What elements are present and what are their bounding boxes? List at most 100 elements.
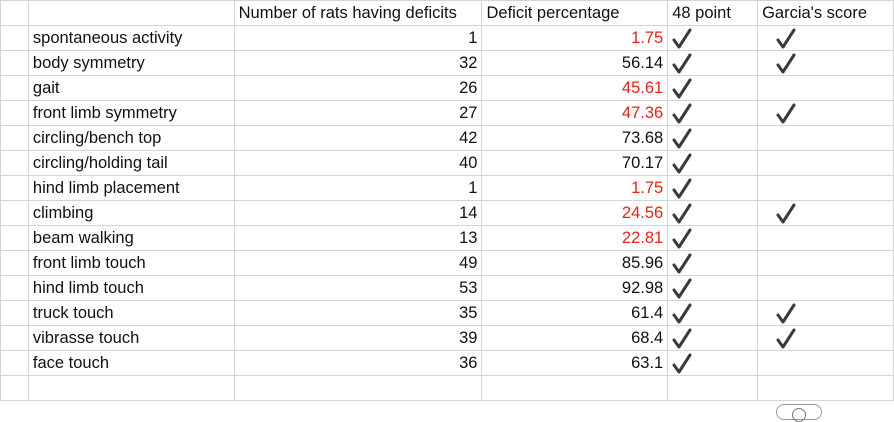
- empty-cell[interactable]: [667, 375, 759, 401]
- test-name-cell[interactable]: front limb symmetry: [27, 100, 235, 126]
- row-margin-cell[interactable]: [0, 300, 29, 326]
- row-margin-cell[interactable]: [0, 175, 29, 201]
- deficit-percentage-cell[interactable]: 61.4: [481, 300, 669, 326]
- deficit-percentage-cell[interactable]: 47.36: [481, 100, 669, 126]
- deficit-percentage-cell[interactable]: 68.4: [481, 325, 669, 351]
- 48-point-cell[interactable]: [667, 250, 759, 276]
- 48-point-cell[interactable]: [667, 300, 759, 326]
- rats-count-cell[interactable]: 53: [233, 275, 483, 301]
- 48-point-cell[interactable]: [667, 100, 759, 126]
- test-name-cell[interactable]: vibrasse touch: [27, 325, 235, 351]
- deficit-percentage-cell[interactable]: 56.14: [481, 50, 669, 76]
- test-name-cell[interactable]: body symmetry: [27, 50, 235, 76]
- garcia-score-cell[interactable]: [757, 250, 894, 276]
- deficit-percentage-cell[interactable]: 85.96: [481, 250, 669, 276]
- garcia-score-cell[interactable]: [757, 275, 894, 301]
- deficit-percentage-cell[interactable]: 1.75: [481, 25, 669, 51]
- rats-count-cell[interactable]: 42: [233, 125, 483, 151]
- test-name-cell[interactable]: circling/holding tail: [27, 150, 235, 176]
- garcia-score-cell[interactable]: [757, 325, 894, 351]
- empty-cell[interactable]: [27, 375, 235, 401]
- empty-cell[interactable]: [757, 375, 894, 401]
- rats-count-cell[interactable]: 36: [233, 350, 483, 376]
- row-margin-cell[interactable]: [0, 50, 29, 76]
- garcia-score-cell[interactable]: [757, 300, 894, 326]
- 48-point-cell[interactable]: [667, 275, 759, 301]
- test-name-cell[interactable]: beam walking: [27, 225, 235, 251]
- corner-cell[interactable]: [0, 0, 29, 26]
- 48-point-cell[interactable]: [667, 350, 759, 376]
- 48-point-cell[interactable]: [667, 175, 759, 201]
- test-name-cell[interactable]: hind limb placement: [27, 175, 235, 201]
- garcia-score-cell[interactable]: [757, 175, 894, 201]
- test-name-cell[interactable]: gait: [27, 75, 235, 101]
- garcia-score-cell[interactable]: [757, 25, 894, 51]
- garcia-score-cell[interactable]: [757, 50, 894, 76]
- 48-point-cell[interactable]: [667, 50, 759, 76]
- garcia-score-cell[interactable]: [757, 150, 894, 176]
- test-name-cell[interactable]: climbing: [27, 200, 235, 226]
- row-margin-cell[interactable]: [0, 75, 29, 101]
- table-row: truck touch 35 61.4: [0, 300, 894, 326]
- deficit-percentage-cell[interactable]: 22.81: [481, 225, 669, 251]
- zoom-widget[interactable]: [776, 404, 822, 422]
- header-48-point[interactable]: 48 point: [667, 0, 759, 26]
- rats-count-cell[interactable]: 32: [233, 50, 483, 76]
- 48-point-cell[interactable]: [667, 25, 759, 51]
- row-margin-cell[interactable]: [0, 125, 29, 151]
- deficit-percentage-cell[interactable]: 63.1: [481, 350, 669, 376]
- row-margin-cell[interactable]: [0, 25, 29, 51]
- 48-point-cell[interactable]: [667, 225, 759, 251]
- rats-count-cell[interactable]: 1: [233, 175, 483, 201]
- test-name-cell[interactable]: spontaneous activity: [27, 25, 235, 51]
- 48-point-cell[interactable]: [667, 325, 759, 351]
- row-margin-cell[interactable]: [0, 350, 29, 376]
- row-margin-cell[interactable]: [0, 100, 29, 126]
- empty-cell[interactable]: [233, 375, 483, 401]
- 48-point-cell[interactable]: [667, 200, 759, 226]
- garcia-score-cell[interactable]: [757, 225, 894, 251]
- header-rats[interactable]: Number of rats having deficits: [233, 0, 483, 26]
- 48-point-cell[interactable]: [667, 75, 759, 101]
- test-name-cell[interactable]: truck touch: [27, 300, 235, 326]
- 48-point-cell[interactable]: [667, 125, 759, 151]
- test-name-cell[interactable]: hind limb touch: [27, 275, 235, 301]
- row-margin-cell[interactable]: [0, 225, 29, 251]
- row-margin-cell[interactable]: [0, 325, 29, 351]
- deficit-percentage-cell[interactable]: 70.17: [481, 150, 669, 176]
- deficit-percentage-cell[interactable]: 24.56: [481, 200, 669, 226]
- garcia-score-cell[interactable]: [757, 125, 894, 151]
- 48-point-cell[interactable]: [667, 150, 759, 176]
- row-margin-cell[interactable]: [0, 150, 29, 176]
- rats-count-cell[interactable]: 1: [233, 25, 483, 51]
- row-margin-cell[interactable]: [0, 200, 29, 226]
- rats-count-cell[interactable]: 39: [233, 325, 483, 351]
- test-name-cell[interactable]: face touch: [27, 350, 235, 376]
- garcia-score-cell[interactable]: [757, 200, 894, 226]
- rats-count-cell[interactable]: 49: [233, 250, 483, 276]
- deficit-percentage-cell[interactable]: 73.68: [481, 125, 669, 151]
- row-margin-cell[interactable]: [0, 275, 29, 301]
- test-name-cell[interactable]: front limb touch: [27, 250, 235, 276]
- rats-count-cell[interactable]: 35: [233, 300, 483, 326]
- garcia-score-cell[interactable]: [757, 75, 894, 101]
- rats-count-cell[interactable]: 14: [233, 200, 483, 226]
- header-percent[interactable]: Deficit percentage: [481, 0, 669, 26]
- rats-count-cell[interactable]: 27: [233, 100, 483, 126]
- checkmark-icon: [672, 203, 692, 225]
- rats-count-cell[interactable]: 26: [233, 75, 483, 101]
- row-margin-cell[interactable]: [0, 250, 29, 276]
- empty-cell[interactable]: [0, 375, 29, 401]
- checkmark-icon: [776, 303, 796, 325]
- rats-count-cell[interactable]: 40: [233, 150, 483, 176]
- test-name-cell[interactable]: circling/bench top: [27, 125, 235, 151]
- garcia-score-cell[interactable]: [757, 350, 894, 376]
- header-garcia[interactable]: Garcia's score: [757, 0, 894, 26]
- deficit-percentage-cell[interactable]: 1.75: [481, 175, 669, 201]
- deficit-percentage-cell[interactable]: 92.98: [481, 275, 669, 301]
- deficit-percentage-cell[interactable]: 45.61: [481, 75, 669, 101]
- garcia-score-cell[interactable]: [757, 100, 894, 126]
- rats-count-cell[interactable]: 13: [233, 225, 483, 251]
- header-row-label[interactable]: [27, 0, 235, 26]
- empty-cell[interactable]: [481, 375, 669, 401]
